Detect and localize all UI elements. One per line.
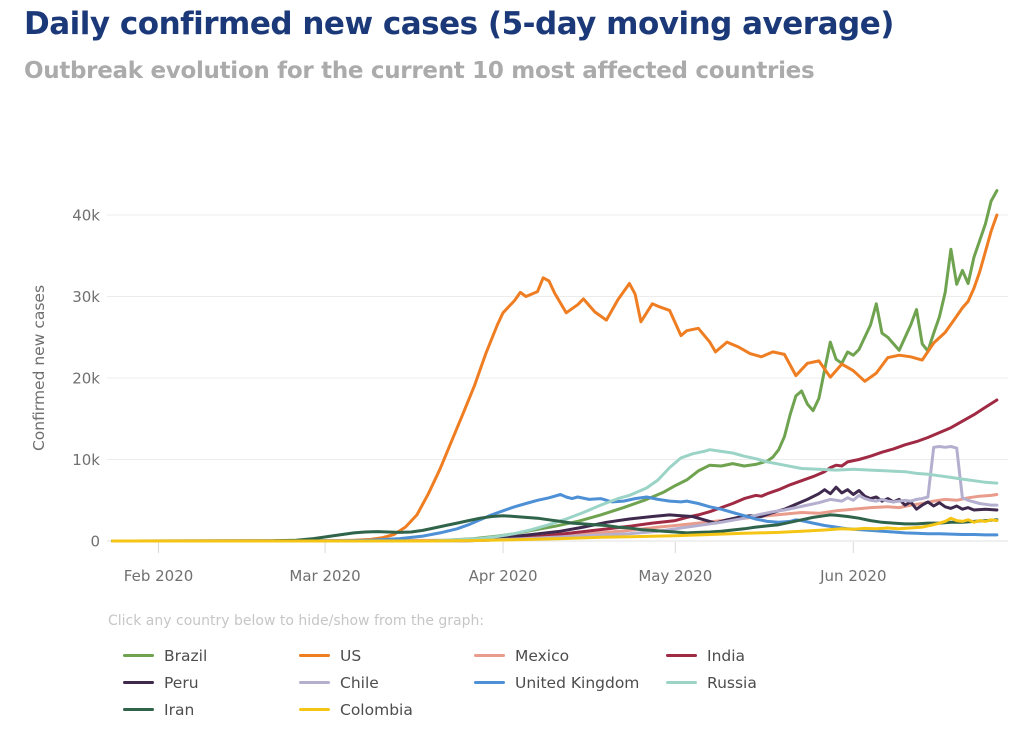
legend-swatch-colombia — [299, 707, 330, 712]
x-tick-label: Apr 2020 — [469, 567, 538, 585]
legend-item-united-kingdom[interactable]: United Kingdom — [474, 669, 666, 696]
y-tick-label: 40k — [72, 207, 100, 225]
legend-item-brazil[interactable]: Brazil — [123, 642, 299, 669]
legend-label-colombia: Colombia — [340, 700, 413, 719]
legend-label-brazil: Brazil — [164, 646, 208, 665]
x-tick-label: May 2020 — [638, 567, 712, 585]
legend-swatch-mexico — [474, 653, 505, 658]
legend: Brazil US Mexico India Peru Chile United… — [123, 642, 757, 723]
gridlines — [107, 214, 1008, 542]
x-tick-label: Feb 2020 — [124, 567, 194, 585]
x-axis-ticks — [158, 542, 854, 553]
series-line-colombia[interactable] — [111, 516, 999, 543]
series-line-peru[interactable] — [111, 485, 999, 543]
legend-label-peru: Peru — [164, 673, 199, 692]
legend-swatch-peru — [123, 680, 154, 685]
legend-item-russia[interactable]: Russia — [666, 669, 757, 696]
legend-item-india[interactable]: India — [666, 642, 757, 669]
y-tick-label: 0 — [90, 533, 100, 551]
chart-area[interactable]: 0 10k 20k 30k 40k Feb 2020 Mar 2020 Apr 2020 May… — [0, 0, 1024, 600]
series-line-chile[interactable] — [111, 445, 999, 543]
legend-label-iran: Iran — [164, 700, 195, 719]
y-axis-title: Confirmed new cases — [30, 285, 48, 451]
legend-swatch-brazil — [123, 653, 154, 658]
legend-label-united-kingdom: United Kingdom — [515, 673, 640, 692]
axis-tick-labels: 0 10k 20k 30k 40k Feb 2020 Mar 2020 Apr 2020 May… — [72, 207, 886, 586]
y-tick-label: 10k — [72, 451, 100, 469]
legend-swatch-india — [666, 653, 697, 658]
series-line-russia[interactable] — [111, 448, 999, 543]
legend-label-india: India — [707, 646, 746, 665]
legend-swatch-united-kingdom — [474, 680, 505, 685]
legend-item-chile[interactable]: Chile — [299, 669, 474, 696]
legend-item-iran[interactable]: Iran — [123, 696, 299, 723]
y-tick-label: 20k — [72, 370, 100, 388]
legend-item-colombia[interactable]: Colombia — [299, 696, 474, 723]
y-tick-label: 30k — [72, 288, 100, 306]
legend-swatch-iran — [123, 707, 154, 712]
page-title: Daily confirmed new cases (5-day moving … — [24, 6, 894, 42]
legend-label-mexico: Mexico — [515, 646, 570, 665]
page-subtitle: Outbreak evolution for the current 10 mo… — [24, 58, 815, 84]
legend-item-peru[interactable]: Peru — [123, 669, 299, 696]
series-line-mexico[interactable] — [111, 493, 999, 543]
x-tick-label: Mar 2020 — [289, 567, 360, 585]
legend-hint: Click any country below to hide/show fro… — [108, 613, 485, 629]
series-line-brazil[interactable] — [111, 189, 999, 543]
x-tick-label: Jun 2020 — [819, 567, 886, 585]
series-line-iran[interactable] — [111, 513, 999, 543]
series-lines[interactable] — [111, 189, 999, 543]
legend-swatch-russia — [666, 680, 697, 685]
legend-item-mexico[interactable]: Mexico — [474, 642, 666, 669]
legend-swatch-us — [299, 653, 330, 658]
legend-label-us: US — [340, 646, 362, 665]
legend-label-chile: Chile — [340, 673, 379, 692]
legend-item-us[interactable]: US — [299, 642, 474, 669]
series-line-us[interactable] — [111, 213, 999, 543]
legend-label-russia: Russia — [707, 673, 757, 692]
series-line-united-kingdom[interactable] — [111, 493, 999, 543]
legend-swatch-chile — [299, 680, 330, 685]
